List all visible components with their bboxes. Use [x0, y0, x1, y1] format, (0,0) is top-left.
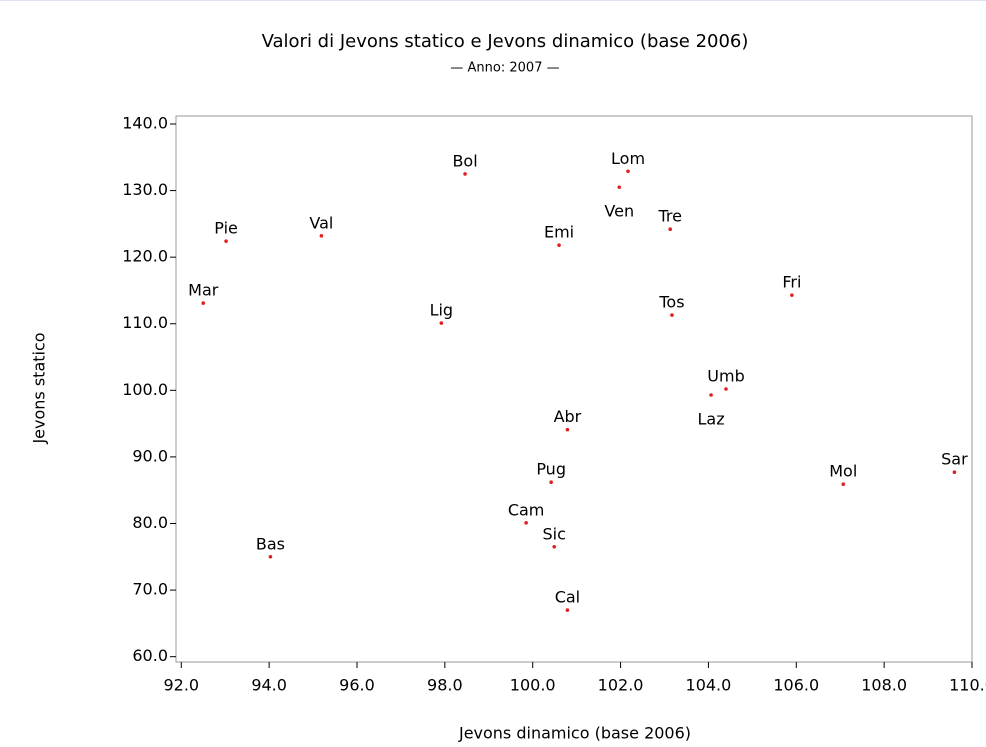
point-label: Abr	[554, 407, 582, 426]
point-label: Mol	[829, 462, 857, 481]
x-tick-label: 96.0	[339, 676, 375, 695]
point-label: Ven	[604, 202, 634, 221]
y-tick-label: 130.0	[122, 180, 168, 199]
point	[626, 169, 630, 174]
point	[201, 301, 206, 305]
chart-title: Valori di Jevons statico e Jevons dinami…	[262, 31, 749, 52]
plot-frame	[175, 115, 973, 663]
point	[790, 293, 794, 297]
point-label: Lig	[430, 301, 454, 320]
point	[439, 321, 444, 325]
x-tick-label: 92.0	[163, 676, 199, 695]
x-tick-label: 106.0	[773, 676, 819, 695]
point-label: Val	[309, 213, 333, 232]
x-tick-label: 108.0	[861, 676, 907, 695]
point-label: Pug	[536, 460, 566, 479]
point	[565, 608, 570, 612]
y-axis-label: Jevons statico	[30, 332, 49, 444]
point-label: Tre	[657, 207, 682, 226]
point-label: Tos	[658, 293, 684, 312]
point-label: Pie	[214, 219, 238, 238]
point	[617, 185, 622, 190]
y-tick-label: 70.0	[132, 580, 168, 599]
y-tick-label: 80.0	[132, 513, 168, 532]
point	[709, 393, 713, 397]
point-label: Bol	[452, 151, 477, 170]
point-label: Fri	[782, 273, 801, 292]
point	[557, 243, 561, 247]
x-tick-label: 100.0	[510, 676, 556, 695]
point-label: Lom	[611, 149, 645, 168]
point-label: Sic	[543, 524, 566, 543]
point	[952, 470, 957, 475]
point	[224, 239, 228, 243]
y-tick-label: 140.0	[122, 113, 168, 132]
point-label: Sar	[941, 450, 968, 469]
point	[565, 427, 570, 432]
y-tick-label: 100.0	[122, 380, 168, 399]
point-label: Laz	[697, 409, 724, 428]
point	[724, 387, 728, 391]
point	[841, 482, 846, 487]
point-label: Cal	[555, 588, 580, 607]
y-tick-label: 120.0	[122, 247, 168, 266]
point	[552, 545, 557, 549]
x-tick-label: 94.0	[251, 676, 287, 695]
x-tick-label: 98.0	[427, 676, 463, 695]
chart-subtitle: — Anno: 2007 —	[450, 61, 559, 76]
x-tick-label: 104.0	[686, 676, 732, 695]
y-tick-label: 90.0	[132, 446, 168, 465]
point	[668, 227, 673, 231]
x-tick-label: 102.0	[598, 676, 644, 695]
x-axis-label: Jevons dinamico (base 2006)	[458, 724, 691, 743]
point-label: Emi	[544, 223, 574, 242]
point-label: Cam	[508, 500, 545, 519]
point-label: Umb	[707, 367, 744, 386]
y-tick-label: 60.0	[132, 646, 168, 665]
x-tick-label: 110.0	[949, 676, 986, 695]
point	[463, 172, 467, 176]
point-label: Bas	[256, 534, 285, 553]
point	[524, 521, 528, 525]
y-tick-label: 110.0	[122, 313, 168, 332]
point	[268, 554, 273, 559]
point	[670, 313, 674, 317]
point-label: Mar	[188, 281, 219, 300]
point	[319, 234, 324, 238]
point	[549, 480, 553, 485]
